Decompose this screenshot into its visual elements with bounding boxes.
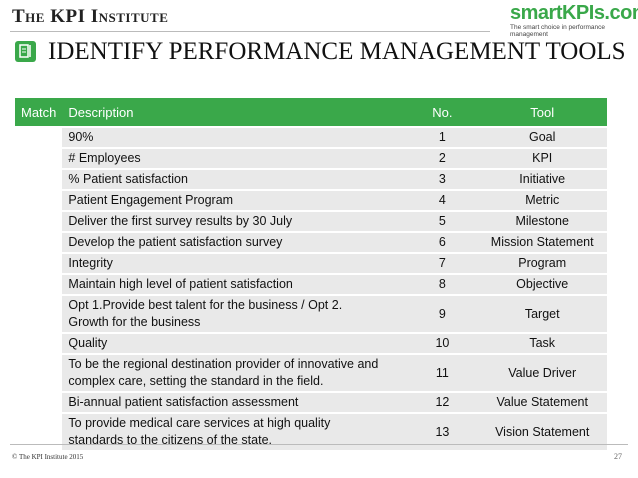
slide-title: IDENTIFY PERFORMANCE MANAGEMENT TOOLS — [48, 38, 626, 65]
header-rule — [10, 31, 490, 32]
org-name: The KPI Institute — [12, 6, 169, 27]
match-cell — [15, 391, 63, 413]
description-line: Opt 1.Provide best talent for the busine… — [68, 298, 343, 312]
match-cell — [15, 147, 63, 169]
description-cell: # Employees — [62, 147, 408, 169]
number-cell: 9 — [407, 294, 478, 333]
tools-table: Match Description No. Tool 90% 1 Goal # Employ… — [15, 98, 607, 450]
page-number: 27 — [614, 452, 622, 461]
table-row: Bi-annual patient satisfaction assessmen… — [15, 391, 607, 413]
match-cell — [15, 273, 63, 295]
number-cell: 5 — [407, 210, 478, 232]
column-header: Description — [62, 98, 408, 127]
logo: smartKPIs.com — [510, 2, 638, 24]
description-line: Deliver the first survey results by 30 J… — [68, 214, 293, 228]
description-cell: % Patient satisfaction — [62, 168, 408, 190]
match-cell — [15, 294, 63, 333]
tool-cell: Value Driver — [477, 353, 607, 392]
description-line: standards to the citizens of the state. — [68, 433, 272, 447]
copyright: © The KPI Institute 2015 — [12, 453, 84, 461]
description-cell: 90% — [62, 126, 408, 148]
description-line: Bi-annual patient satisfaction assessmen… — [68, 395, 299, 409]
match-cell — [15, 210, 63, 232]
description-line: Quality — [68, 336, 108, 350]
match-cell — [15, 189, 63, 211]
table-row: Quality 10 Task — [15, 332, 607, 354]
tool-cell: Goal — [477, 126, 607, 148]
table-row: % Patient satisfaction 3 Initiative — [15, 168, 607, 190]
description-cell: Patient Engagement Program — [62, 189, 408, 211]
table-row: Develop the patient satisfaction survey 6… — [15, 231, 607, 253]
table-row: Deliver the first survey results by 30 J… — [15, 210, 607, 232]
tool-cell: Value Statement — [477, 391, 607, 413]
tool-cell: Vision Statement — [477, 412, 607, 450]
description-cell: Develop the patient satisfaction survey — [62, 231, 408, 253]
number-cell: 7 — [407, 252, 478, 274]
table-row: 90% 1 Goal — [15, 126, 607, 148]
description-cell: Opt 1.Provide best talent for the busine… — [62, 294, 408, 333]
description-line: Develop the patient satisfaction survey — [68, 235, 283, 249]
tool-cell: Milestone — [477, 210, 607, 232]
tool-cell: Target — [477, 294, 607, 333]
match-cell — [15, 412, 63, 450]
match-cell — [15, 126, 63, 148]
title-icon — [15, 41, 36, 62]
tool-cell: Metric — [477, 189, 607, 211]
description-cell: Maintain high level of patient satisfact… — [62, 273, 408, 295]
description-line: % Patient satisfaction — [68, 172, 188, 186]
table-row: Patient Engagement Program 4 Metric — [15, 189, 607, 211]
table-row: To provide medical care services at high… — [15, 412, 607, 450]
match-cell — [15, 332, 63, 354]
tagline: The smart choice in performance manageme… — [510, 24, 606, 38]
number-cell: 13 — [407, 412, 478, 450]
table-row: Maintain high level of patient satisfact… — [15, 273, 607, 295]
match-cell — [15, 353, 63, 392]
header-row: Match Description No. Tool — [15, 98, 607, 127]
description-line: To be the regional destination provider … — [68, 357, 379, 371]
number-cell: 12 — [407, 391, 478, 413]
table-row: # Employees 2 KPI — [15, 147, 607, 169]
description-line: 90% — [68, 130, 94, 144]
tool-cell: Program — [477, 252, 607, 274]
table-row: To be the regional destination provider … — [15, 353, 607, 392]
description-line: Growth for the business — [68, 315, 201, 329]
description-cell: Integrity — [62, 252, 408, 274]
description-cell: Quality — [62, 332, 408, 354]
number-cell: 1 — [407, 126, 478, 148]
match-cell — [15, 231, 63, 253]
column-header: No. — [407, 98, 478, 127]
description-line: # Employees — [68, 151, 141, 165]
footer-rule — [10, 444, 628, 445]
number-cell: 6 — [407, 231, 478, 253]
number-cell: 10 — [407, 332, 478, 354]
number-cell: 11 — [407, 353, 478, 392]
table-row: Integrity 7 Program — [15, 252, 607, 274]
tool-cell: Mission Statement — [477, 231, 607, 253]
description-line: Maintain high level of patient satisfact… — [68, 277, 293, 291]
description-cell: Bi-annual patient satisfaction assessmen… — [62, 391, 408, 413]
number-cell: 3 — [407, 168, 478, 190]
column-header: Match — [15, 98, 63, 127]
match-cell — [15, 252, 63, 274]
description-line: Patient Engagement Program — [68, 193, 234, 207]
description-cell: To be the regional destination provider … — [62, 353, 408, 392]
column-header: Tool — [477, 98, 607, 127]
description-line: complex care, setting the standard in th… — [68, 374, 324, 388]
description-line: To provide medical care services at high… — [68, 416, 331, 430]
tool-cell: KPI — [477, 147, 607, 169]
number-cell: 2 — [407, 147, 478, 169]
tool-cell: Initiative — [477, 168, 607, 190]
description-cell: To provide medical care services at high… — [62, 412, 408, 450]
tool-cell: Objective — [477, 273, 607, 295]
description-cell: Deliver the first survey results by 30 J… — [62, 210, 408, 232]
match-cell — [15, 168, 63, 190]
number-cell: 8 — [407, 273, 478, 295]
description-line: Integrity — [68, 256, 113, 270]
number-cell: 4 — [407, 189, 478, 211]
tool-cell: Task — [477, 332, 607, 354]
table-row: Opt 1.Provide best talent for the busine… — [15, 294, 607, 333]
